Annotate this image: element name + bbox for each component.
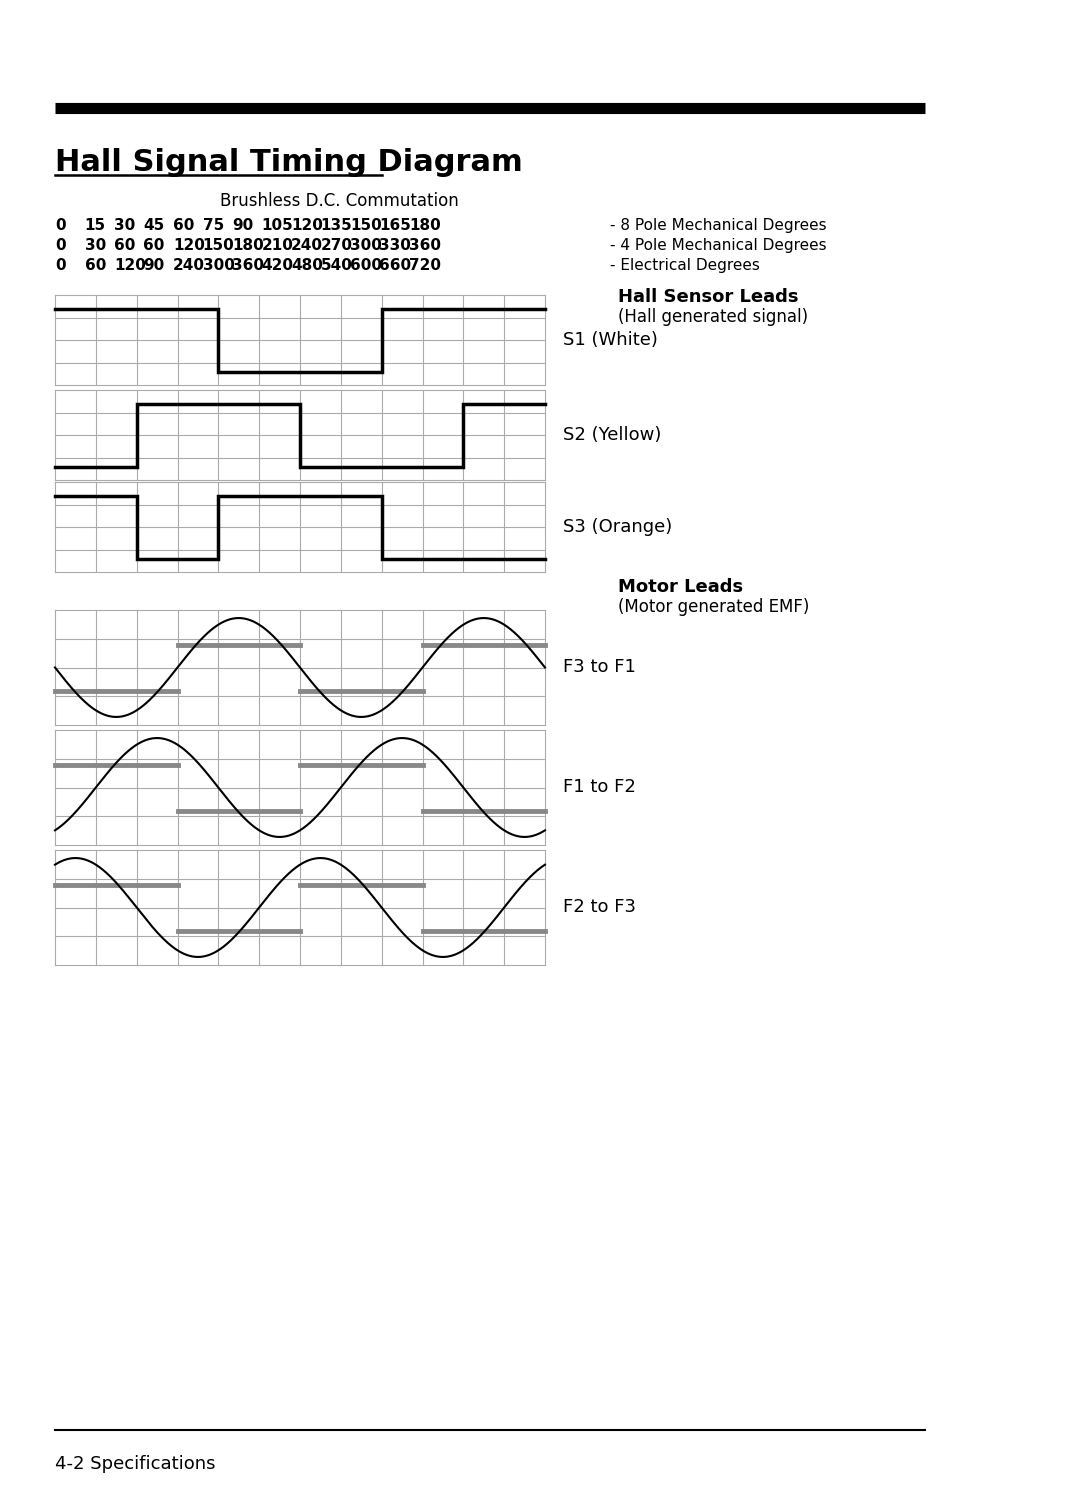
Text: 105: 105 [261,218,294,233]
Text: 240: 240 [291,239,323,252]
Text: 120: 120 [114,258,146,273]
Text: 600: 600 [350,258,382,273]
Text: (Hall generated signal): (Hall generated signal) [618,308,808,326]
Text: 300: 300 [350,239,382,252]
Text: 15: 15 [84,218,106,233]
Text: S1 (White): S1 (White) [563,331,658,349]
Text: 300: 300 [203,258,234,273]
Text: 0: 0 [55,258,66,273]
Text: 480: 480 [291,258,323,273]
Text: F3 to F1: F3 to F1 [563,659,636,677]
Text: 75: 75 [203,218,224,233]
Text: 60: 60 [114,239,135,252]
Text: 270: 270 [321,239,352,252]
Text: Motor Leads: Motor Leads [618,579,743,595]
Text: 660: 660 [379,258,411,273]
Text: 240: 240 [173,258,205,273]
Text: 30: 30 [114,218,135,233]
Text: 360: 360 [232,258,264,273]
Text: 180: 180 [232,239,264,252]
Text: 150: 150 [203,239,234,252]
Text: 90: 90 [232,218,253,233]
Text: S3 (Orange): S3 (Orange) [563,518,672,536]
Text: 0: 0 [55,239,66,252]
Text: F1 to F2: F1 to F2 [563,778,636,796]
Text: 180: 180 [409,218,441,233]
Text: 120: 120 [173,239,205,252]
Text: 330: 330 [379,239,411,252]
Text: Brushless D.C. Commutation: Brushless D.C. Commutation [220,192,459,210]
Text: 540: 540 [321,258,352,273]
Text: 420: 420 [261,258,294,273]
Text: 150: 150 [350,218,381,233]
Text: 60: 60 [84,258,106,273]
Text: 135: 135 [321,218,352,233]
Text: 0: 0 [55,218,66,233]
Text: (Motor generated EMF): (Motor generated EMF) [618,598,809,616]
Text: Hall Signal Timing Diagram: Hall Signal Timing Diagram [55,148,523,177]
Text: 4-2 Specifications: 4-2 Specifications [55,1455,216,1473]
Text: 210: 210 [261,239,294,252]
Text: S2 (Yellow): S2 (Yellow) [563,426,661,444]
Text: 90: 90 [144,258,165,273]
Text: Hall Sensor Leads: Hall Sensor Leads [618,289,798,307]
Text: 720: 720 [409,258,441,273]
Text: 120: 120 [291,218,323,233]
Text: - 4 Pole Mechanical Degrees: - 4 Pole Mechanical Degrees [610,239,826,252]
Text: 60: 60 [173,218,194,233]
Text: 45: 45 [144,218,165,233]
Text: 30: 30 [84,239,106,252]
Text: 60: 60 [144,239,165,252]
Text: 165: 165 [379,218,411,233]
Text: - Electrical Degrees: - Electrical Degrees [610,258,760,273]
Text: F2 to F3: F2 to F3 [563,899,636,917]
Text: - 8 Pole Mechanical Degrees: - 8 Pole Mechanical Degrees [610,218,826,233]
Text: 360: 360 [409,239,441,252]
